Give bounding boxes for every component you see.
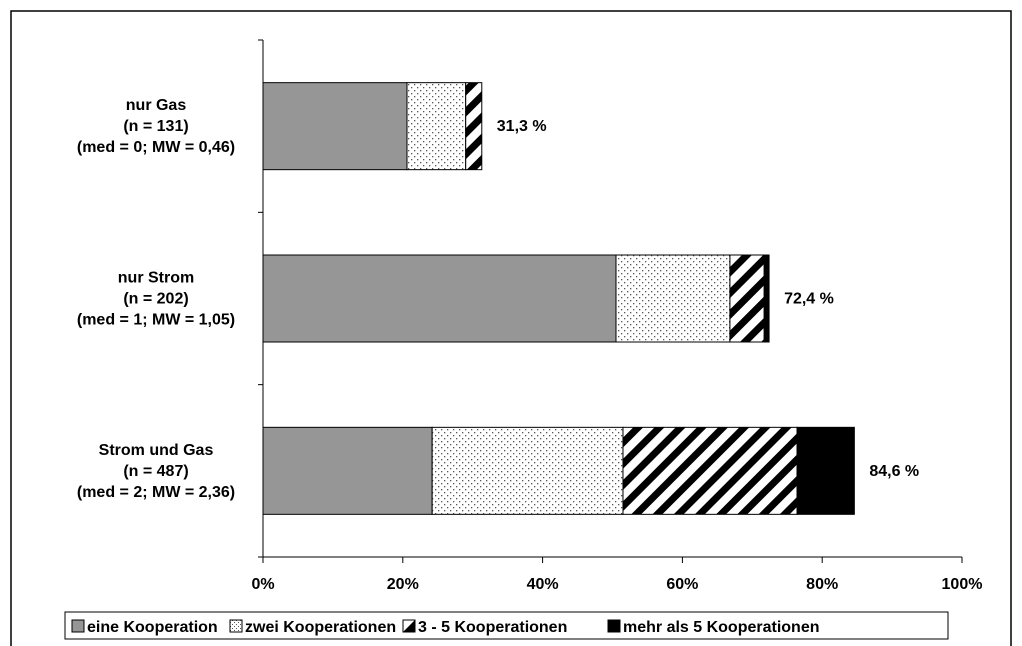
x-tick-label: 80% [806, 576, 838, 593]
legend-swatch [229, 619, 243, 633]
total-label: 72,4 % [784, 291, 834, 308]
plot-area: 0% 20% 40% 60% 80% 100% 31,3 % nur Gas (n = 131)… [77, 39, 983, 593]
bar-segment-eine-kooperation [262, 426, 433, 515]
legend-label: eine Kooperation [87, 619, 218, 636]
legend-swatch [71, 619, 85, 633]
bar-segment-3-5-kooperationen [729, 254, 765, 343]
x-tick-label: 60% [666, 576, 698, 593]
chart-border [10, 10, 1012, 646]
x-tick-label: 40% [527, 576, 559, 593]
legend-swatch [607, 619, 621, 633]
category-label: (n = 487) [123, 463, 188, 480]
bar-segment-zwei-kooperationen [431, 426, 624, 515]
x-tick-label: 20% [387, 576, 419, 593]
category-label: Strom und Gas [99, 442, 214, 459]
x-tick-label: 100% [942, 576, 983, 593]
legend-label: mehr als 5 Kooperationen [623, 619, 820, 636]
legend-label: zwei Kooperationen [245, 619, 396, 636]
x-tick-label: 0% [251, 576, 274, 593]
bar-segment-mehr-als-5-kooperationen [796, 426, 855, 515]
bar-segment-3-5-kooperationen [465, 82, 483, 171]
bar-segment-mehr-als-5-kooperationen [763, 254, 770, 343]
bar-segment-zwei-kooperationen [406, 82, 467, 171]
bar-segment-eine-kooperation [262, 82, 408, 171]
category-label: (med = 2; MW = 2,36) [77, 484, 235, 501]
category-label: (med = 0; MW = 0,46) [77, 139, 235, 156]
category-label: nur Strom [118, 270, 194, 287]
category-label: (n = 131) [123, 118, 188, 135]
category-label: (med = 1; MW = 1,05) [77, 312, 235, 329]
total-label: 84,6 % [869, 463, 919, 480]
bar-segment-zwei-kooperationen [615, 254, 731, 343]
category-label: nur Gas [126, 97, 187, 114]
bar-segment-eine-kooperation [262, 254, 617, 343]
total-label: 31,3 % [497, 118, 547, 135]
legend: eine Kooperation zwei Kooperationen 3 - 5 … [64, 611, 949, 640]
legend-label: 3 - 5 Kooperationen [418, 619, 567, 636]
bar-segment-3-5-kooperationen [622, 426, 798, 515]
legend-box [64, 611, 949, 640]
category-label: (n = 202) [123, 291, 188, 308]
legend-swatch-stripe [403, 620, 415, 632]
